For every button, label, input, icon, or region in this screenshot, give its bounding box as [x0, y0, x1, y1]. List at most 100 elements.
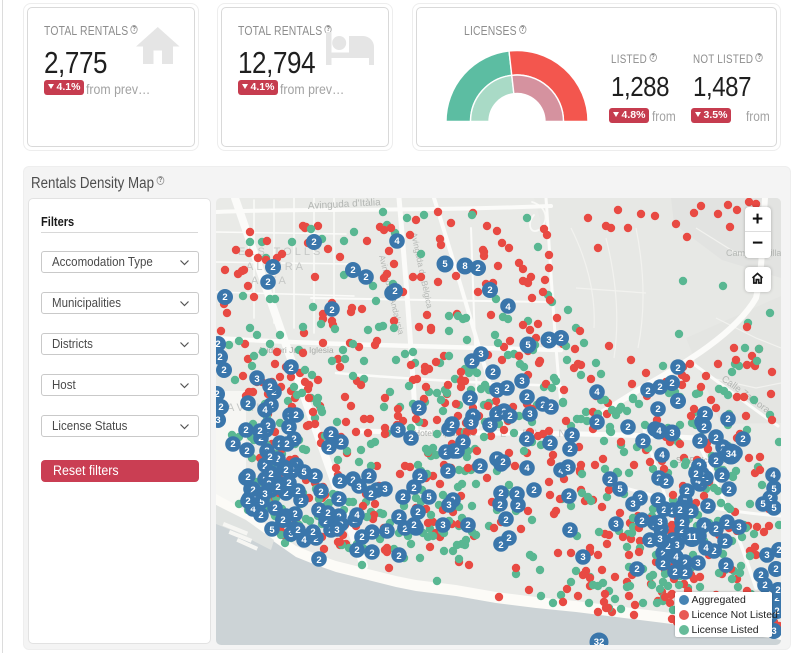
svg-text:5: 5: [771, 484, 777, 495]
svg-text:3: 3: [546, 335, 551, 346]
svg-text:2: 2: [275, 482, 280, 493]
svg-text:4: 4: [505, 302, 511, 313]
svg-text:2: 2: [475, 263, 480, 274]
svg-text:2: 2: [504, 383, 509, 394]
svg-text:2: 2: [350, 475, 355, 486]
svg-text:2: 2: [396, 551, 401, 562]
svg-text:2: 2: [722, 537, 727, 548]
svg-text:3: 3: [262, 489, 267, 500]
svg-text:2: 2: [665, 541, 670, 552]
svg-text:2: 2: [328, 429, 333, 440]
svg-text:2: 2: [663, 477, 668, 488]
svg-text:2: 2: [672, 567, 677, 578]
svg-text:4: 4: [695, 476, 701, 487]
svg-text:2: 2: [498, 540, 503, 551]
svg-text:2: 2: [267, 382, 272, 393]
svg-text:2: 2: [677, 505, 682, 516]
svg-text:4: 4: [250, 504, 256, 515]
svg-text:4: 4: [673, 552, 679, 563]
svg-text:2: 2: [773, 564, 778, 575]
svg-text:2: 2: [415, 507, 420, 518]
svg-text:2: 2: [369, 528, 374, 539]
svg-text:2: 2: [262, 461, 267, 472]
svg-text:2: 2: [507, 411, 512, 422]
svg-text:2: 2: [286, 478, 291, 489]
svg-text:2: 2: [758, 570, 763, 581]
svg-text:3: 3: [216, 415, 221, 426]
svg-text:2: 2: [265, 421, 270, 432]
svg-text:2: 2: [719, 471, 724, 482]
svg-text:2: 2: [684, 486, 689, 497]
svg-text:2: 2: [774, 606, 779, 617]
svg-text:2: 2: [368, 489, 373, 500]
svg-text:2: 2: [449, 420, 454, 431]
svg-text:2: 2: [295, 525, 300, 536]
svg-text:2: 2: [396, 512, 401, 523]
svg-text:3: 3: [494, 386, 499, 397]
svg-text:2: 2: [465, 520, 470, 531]
svg-text:2: 2: [776, 545, 781, 556]
svg-text:5: 5: [525, 340, 531, 351]
svg-text:2: 2: [490, 367, 495, 378]
svg-text:2: 2: [567, 444, 572, 455]
svg-text:2: 2: [775, 585, 780, 596]
svg-text:2: 2: [494, 409, 499, 420]
svg-text:2: 2: [316, 555, 321, 566]
svg-text:2: 2: [688, 507, 693, 518]
svg-text:3: 3: [527, 409, 532, 420]
svg-text:2: 2: [283, 488, 288, 499]
svg-text:2: 2: [594, 417, 599, 428]
svg-text:4: 4: [301, 535, 307, 546]
svg-text:3: 3: [771, 626, 776, 637]
svg-text:5: 5: [384, 526, 390, 537]
svg-text:3: 3: [565, 463, 570, 474]
svg-text:2: 2: [408, 433, 413, 444]
svg-text:2: 2: [540, 400, 545, 411]
svg-text:2: 2: [417, 472, 422, 483]
svg-text:2: 2: [711, 546, 716, 557]
svg-text:2: 2: [337, 476, 342, 487]
svg-text:2: 2: [366, 471, 371, 482]
svg-text:2: 2: [336, 494, 341, 505]
svg-text:2: 2: [267, 452, 272, 463]
svg-text:2: 2: [661, 505, 666, 516]
svg-text:4: 4: [770, 470, 776, 481]
svg-text:3: 3: [519, 376, 524, 387]
svg-text:2: 2: [216, 389, 220, 400]
svg-text:2: 2: [286, 423, 291, 434]
svg-text:5: 5: [269, 525, 275, 536]
svg-text:2: 2: [725, 414, 730, 425]
svg-text:2: 2: [625, 422, 630, 433]
svg-text:34: 34: [725, 449, 736, 460]
svg-text:2: 2: [697, 436, 702, 447]
svg-text:3: 3: [478, 349, 483, 360]
svg-text:2: 2: [270, 262, 275, 273]
svg-text:4: 4: [524, 463, 530, 474]
svg-text:2: 2: [311, 237, 316, 248]
svg-text:4: 4: [659, 450, 665, 461]
svg-text:2: 2: [467, 394, 472, 405]
svg-text:2: 2: [675, 396, 680, 407]
svg-text:2: 2: [363, 272, 368, 283]
svg-text:8: 8: [462, 261, 467, 272]
svg-text:2: 2: [329, 305, 334, 316]
svg-text:2: 2: [660, 549, 665, 560]
svg-text:2: 2: [443, 447, 448, 458]
svg-text:2: 2: [280, 515, 285, 526]
svg-text:32: 32: [593, 637, 604, 645]
svg-text:2: 2: [350, 265, 355, 276]
svg-text:2: 2: [216, 339, 221, 350]
svg-text:2: 2: [268, 469, 273, 480]
svg-text:2: 2: [477, 462, 482, 473]
svg-text:Avinguda d'Itàlia: Avinguda d'Itàlia: [307, 198, 381, 212]
svg-text:2: 2: [675, 363, 680, 374]
svg-text:2: 2: [257, 426, 262, 437]
svg-text:2: 2: [702, 409, 707, 420]
svg-text:2: 2: [245, 496, 250, 507]
svg-text:4: 4: [262, 405, 268, 416]
svg-text:2: 2: [460, 437, 465, 448]
svg-text:3: 3: [446, 500, 451, 511]
svg-text:2: 2: [724, 518, 729, 529]
svg-text:2: 2: [498, 488, 503, 499]
svg-text:2: 2: [657, 382, 662, 393]
